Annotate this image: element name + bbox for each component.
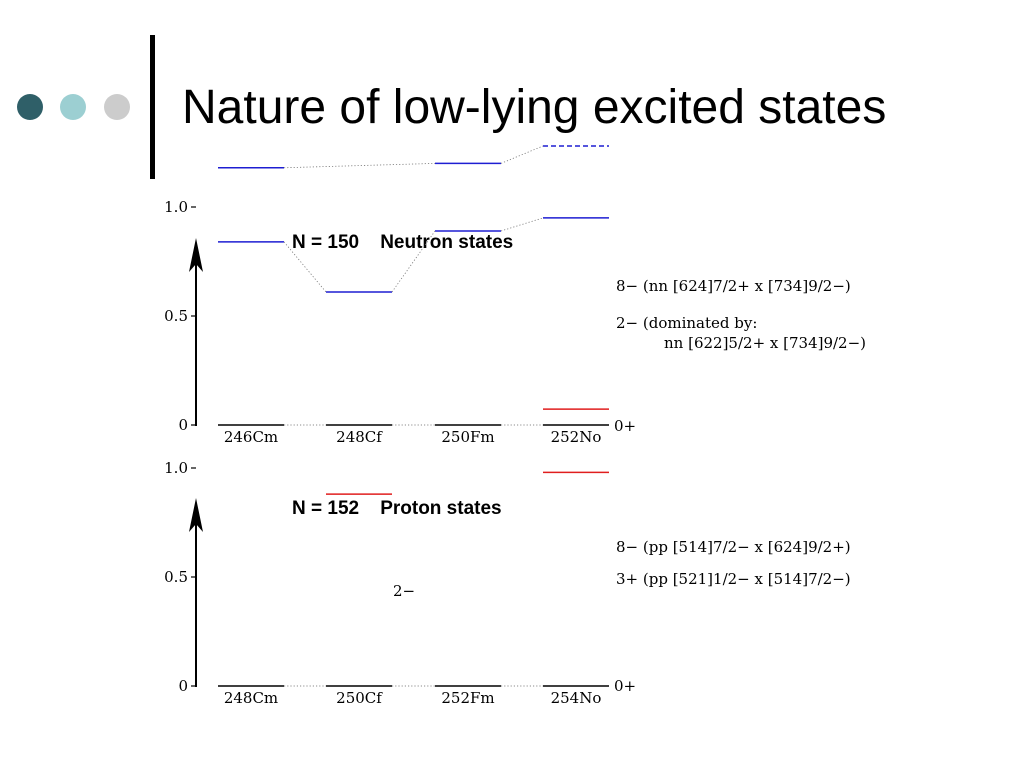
nucleus-label: 248Cf — [336, 428, 383, 446]
level-connector — [283, 163, 436, 169]
y-tick-label: 0.5 — [164, 568, 188, 586]
bullet-dot-dark — [17, 94, 43, 120]
slide-title: Nature of low-lying excited states — [182, 81, 887, 134]
nucleus-label: 250Cf — [336, 689, 383, 707]
y-tick-label: 1.0 — [164, 198, 188, 216]
nucleus-label: 250Fm — [441, 428, 494, 446]
y-tick-label: 1.0 — [164, 459, 188, 477]
nucleus-label: 252No — [551, 428, 602, 446]
bullet-dot-light — [60, 94, 86, 120]
nucleus-label: 248Cm — [224, 689, 278, 707]
nucleus-label: 246Cm — [224, 428, 278, 446]
level-connector — [283, 241, 327, 293]
proton-panel-title: N = 152 Proton states — [292, 498, 502, 519]
y-tick-label: 0 — [178, 416, 188, 434]
annotation-3plus-proton: 3+ (pp [521]1/2− x [514]7/2−) — [616, 570, 851, 588]
annotation-8minus-neutron: 8− (nn [624]7/2+ x [734]9/2−) — [616, 277, 851, 295]
y-tick-label: 0.5 — [164, 307, 188, 325]
ground-state-label: 0+ — [614, 677, 636, 695]
annotation-2minus-proton: 2− — [393, 582, 415, 600]
nucleus-label: 252Fm — [441, 689, 494, 707]
y-tick-label: 0 — [178, 677, 188, 695]
nucleus-label: 254No — [551, 689, 602, 707]
level-connector — [500, 217, 544, 232]
title-divider — [150, 35, 155, 179]
bullet-dot-gray — [104, 94, 130, 120]
proton-panel: N = 152 Proton states 8− (pp [514]7/2− x… — [164, 408, 851, 707]
annotation-2minus-neutron: 2− (dominated by: — [616, 314, 757, 332]
ground-state-label: 0+ — [614, 417, 636, 435]
y-axis-arrow-icon — [189, 238, 203, 272]
y-axis-arrow-icon — [189, 498, 203, 532]
level-connector — [500, 145, 544, 164]
annotation-8minus-proton: 8− (pp [514]7/2− x [624]9/2+) — [616, 538, 851, 556]
annotation-2minus-config: nn [622]5/2+ x [734]9/2−) — [664, 334, 866, 352]
neutron-panel-title: N = 150 Neutron states — [292, 232, 513, 253]
neutron-panel: N = 150 Neutron states 8− (nn [624]7/2+ … — [164, 145, 866, 446]
